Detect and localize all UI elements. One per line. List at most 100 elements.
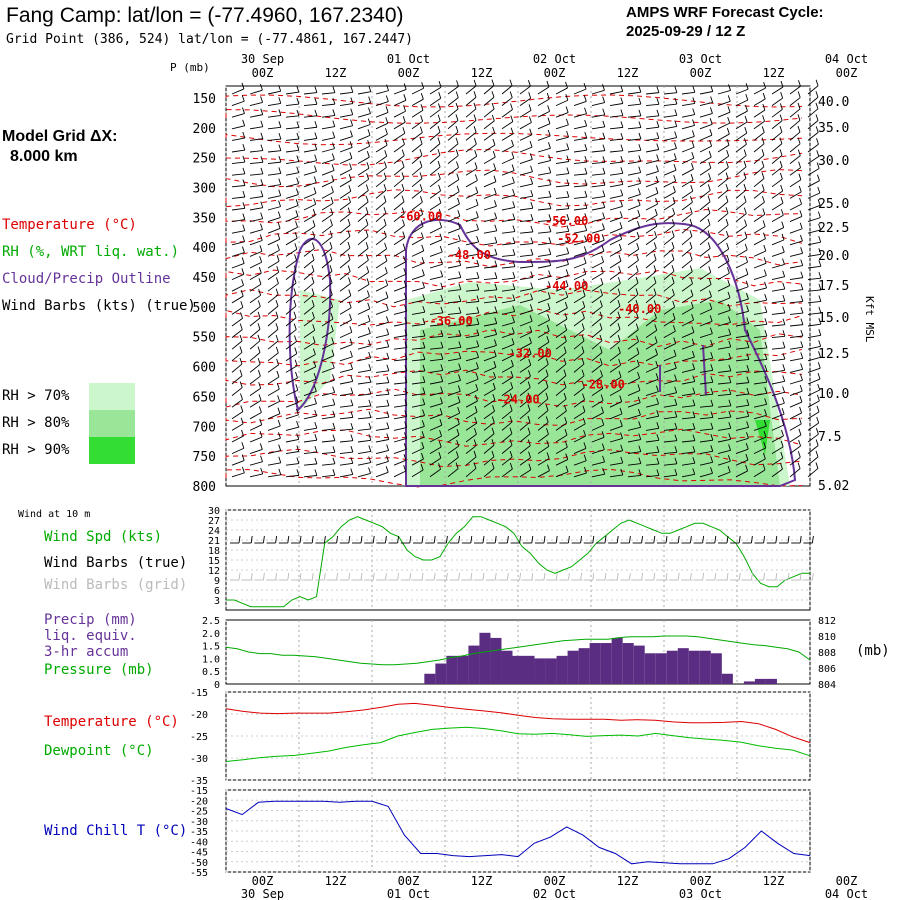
- wind-barb: [385, 466, 389, 473]
- wind-barb: [591, 294, 603, 304]
- wind-barb: [573, 317, 585, 327]
- wind-barb: [295, 396, 299, 403]
- wind-barb: [267, 238, 280, 246]
- wind-barb: [285, 194, 299, 199]
- wind-barbs-grid-label: Wind Barbs (grid): [44, 577, 188, 593]
- wind-barb: [735, 88, 749, 95]
- wind-barb: [663, 213, 675, 222]
- wind-barb: [725, 172, 729, 179]
- wind-barb: [367, 118, 371, 125]
- wind-barb: [565, 290, 569, 298]
- wind-barb: [771, 178, 783, 188]
- wind-barb: [393, 358, 407, 362]
- wind-barb: [348, 185, 352, 192]
- wind-barb: [465, 143, 477, 153]
- wind-barb: [329, 230, 333, 237]
- wind-barb: [458, 341, 462, 348]
- wind-barb: [620, 132, 624, 140]
- wind-barb: [231, 88, 245, 95]
- precip-bar: [666, 650, 678, 684]
- wind-barb: [231, 284, 244, 292]
- wind-barb: [303, 192, 317, 199]
- wind-barb: [582, 417, 586, 425]
- wind-barb: [635, 265, 639, 272]
- wind-barb: [339, 319, 352, 327]
- wind-barb: [609, 206, 623, 211]
- wind-barb: [689, 230, 693, 237]
- wind-barb: [447, 131, 459, 141]
- wind-barb: [313, 385, 317, 392]
- wind-barb: [294, 254, 297, 261]
- wind-barb: [771, 413, 785, 420]
- wind-barb: [601, 443, 605, 450]
- wind-barb: [519, 331, 532, 339]
- wind-barb-grid: [397, 572, 400, 581]
- wind-barb: [681, 428, 695, 431]
- wind-barb: [419, 137, 423, 144]
- wind-barb: [690, 277, 693, 284]
- wind-barb: [753, 109, 766, 118]
- wind-barb: [476, 295, 480, 302]
- wind-barb: [393, 438, 407, 443]
- wind-barb: [491, 102, 495, 110]
- wind-barb: [249, 114, 263, 118]
- wind-barb: [447, 108, 459, 118]
- precip-bar: [655, 653, 667, 684]
- wind-barb: [501, 433, 513, 443]
- wind-barb: [807, 132, 819, 141]
- cloud-outline: [702, 344, 707, 396]
- wind-barb: [457, 197, 460, 205]
- wind-barb: [365, 207, 369, 214]
- wind-barb: [303, 341, 316, 350]
- wind-barb: [663, 224, 675, 234]
- wind-barb: [771, 335, 785, 339]
- wind-barb: [339, 344, 353, 350]
- wind-barb: [656, 132, 660, 139]
- wind-barb-grid: [384, 572, 387, 581]
- wind-barb: [609, 305, 621, 315]
- wind-barb: [241, 82, 245, 90]
- pressure-tick: 450: [193, 271, 216, 286]
- wind-barb: [627, 451, 641, 455]
- wind-barb: [240, 312, 243, 319]
- wind-barb-grid: [811, 572, 814, 581]
- wind-barb: [689, 253, 693, 260]
- wind-barb: [547, 303, 551, 310]
- wind-barb: [583, 278, 586, 286]
- wind-barb: [798, 173, 802, 180]
- wind-ytick: 6: [214, 586, 220, 597]
- wind-barb: [789, 179, 802, 188]
- wind-barb: [609, 462, 623, 466]
- wind-barb: [654, 208, 658, 216]
- wind-barb: [242, 119, 246, 126]
- rh70-label: RH > 70%: [2, 388, 70, 404]
- wind-barb-true: [470, 535, 473, 544]
- wind-barb: [600, 266, 604, 274]
- wind-barb: [692, 457, 696, 464]
- wind-barb: [699, 236, 711, 246]
- precip-bar: [644, 653, 656, 684]
- wind-barb: [584, 213, 588, 220]
- wind-barb: [707, 207, 711, 214]
- wind-barb: [717, 297, 731, 304]
- wind-barb: [321, 342, 334, 350]
- wind-barb-grid: [750, 572, 753, 581]
- wind-barb: [753, 154, 765, 164]
- wind-barb: [231, 387, 243, 396]
- rh70-swatch: [89, 383, 135, 410]
- wind-barb: [366, 290, 370, 297]
- wind-barb: [519, 171, 533, 176]
- wind-barb: [476, 247, 480, 255]
- wind-barb: [537, 86, 550, 95]
- wind-barb: [519, 457, 531, 466]
- temperature-contour: [225, 329, 803, 348]
- wind-barb: [457, 222, 461, 229]
- wind-barb: [403, 280, 407, 287]
- wind-barb: [278, 200, 281, 207]
- wind-barb: [602, 84, 605, 91]
- wind-barb: [635, 288, 639, 295]
- pressure-ytick: 810: [818, 632, 836, 643]
- rh80-swatch: [89, 410, 135, 437]
- wind-barb: [457, 234, 461, 242]
- wind-barb: [296, 85, 300, 93]
